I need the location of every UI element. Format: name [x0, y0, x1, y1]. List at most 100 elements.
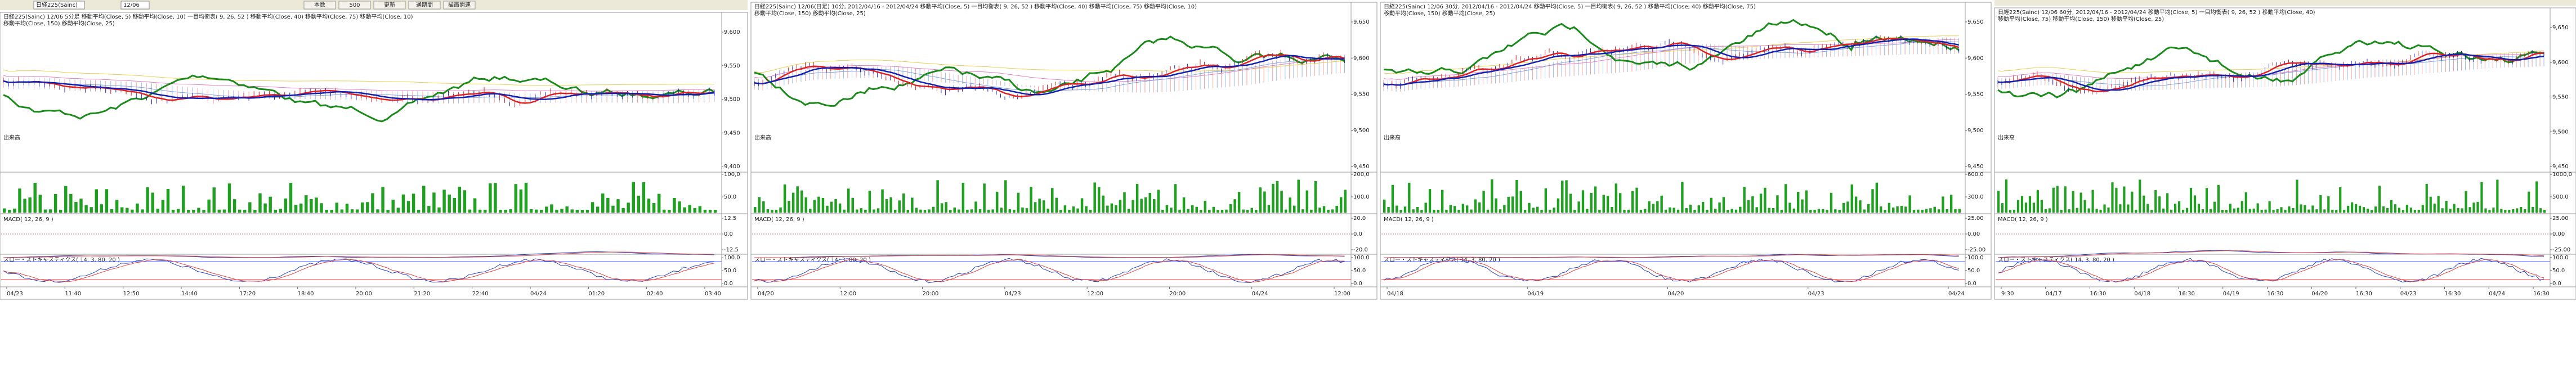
- volume-bar: [1043, 200, 1045, 213]
- volume-bar: [381, 187, 384, 213]
- chart-legend: 移動平均(Close, 75) 移動平均(Close, 150) 移動平均(Cl…: [1998, 15, 2164, 22]
- volume-bar: [1619, 193, 1621, 213]
- chart-legend: 日経225(Sainc) 12/06(日足) 10分, 2012/04/16 -…: [754, 3, 1197, 10]
- x-tick-label: 04/24: [1948, 291, 1965, 297]
- volume-bar: [238, 210, 241, 213]
- volume-bar: [1764, 188, 1766, 213]
- volume-bar: [361, 202, 364, 213]
- volume-bar: [941, 203, 943, 213]
- volume-bar: [1081, 198, 1084, 213]
- volume-bar: [919, 210, 922, 213]
- chart-legend: 日経225(Sainc) 12/06 30分, 2012/04/16 - 201…: [1384, 3, 1756, 10]
- volume-bar: [2210, 209, 2212, 213]
- volume-bar: [2445, 201, 2448, 213]
- volume-bar: [1450, 205, 1452, 213]
- volume-bar: [1714, 209, 1716, 213]
- volume-bar: [1111, 204, 1113, 213]
- volume-bar: [1280, 191, 1283, 213]
- volume-bar: [2484, 208, 2486, 213]
- volume-bar: [606, 198, 609, 213]
- volume-bar: [954, 208, 956, 213]
- volume-bar: [1751, 196, 1754, 213]
- volume-bar: [860, 208, 863, 213]
- volume-bar: [1034, 202, 1037, 213]
- volume-bar: [2276, 209, 2278, 213]
- volume-bar: [2347, 206, 2349, 213]
- volume-bar: [826, 206, 829, 213]
- volume-bar: [2367, 209, 2369, 213]
- volume-bar: [1132, 200, 1134, 213]
- volume-bar: [162, 200, 164, 213]
- volume-bar: [1809, 210, 1812, 213]
- volume-bar: [463, 190, 466, 213]
- volume-bar: [2311, 205, 2314, 213]
- y-tick-label: 1000,0: [2552, 172, 2572, 178]
- volume-bar: [3, 208, 6, 213]
- volume-bar: [1673, 208, 1675, 213]
- volume-bar: [1917, 210, 1919, 213]
- volume-bar: [442, 190, 445, 213]
- volume-bar: [1503, 205, 1505, 213]
- volume-bar: [2107, 208, 2109, 213]
- volume-bar: [1340, 197, 1343, 213]
- x-tick-label: 04/20: [758, 291, 774, 297]
- volume-bar: [1859, 200, 1861, 213]
- volume-bar: [1730, 209, 1733, 213]
- volume-bar: [2115, 188, 2117, 213]
- volume-bar: [1013, 210, 1016, 213]
- volume-bar: [499, 210, 502, 213]
- volume-bar: [2009, 210, 2011, 213]
- volume-bar: [1950, 195, 1952, 213]
- volume-bar: [336, 202, 338, 213]
- volume-bar: [1582, 190, 1584, 213]
- y-tick-label: 9,550: [724, 63, 740, 69]
- volume-bar: [2245, 192, 2247, 213]
- volume-bar: [1470, 209, 1472, 213]
- volume-bar: [1383, 200, 1385, 213]
- volume-bar: [2217, 185, 2220, 213]
- volume-bar: [2123, 187, 2125, 213]
- y-tick-label: 100.0: [724, 255, 740, 261]
- volume-bar: [1603, 195, 1605, 213]
- volume-bar: [2056, 186, 2059, 213]
- volume-bar: [1170, 208, 1173, 213]
- volume-label: 出来高: [754, 134, 771, 141]
- y-tick-label: 9,450: [1967, 164, 1984, 170]
- volume-bar: [279, 209, 282, 213]
- volume-label: 出来高: [1384, 134, 1401, 141]
- x-tick-label: 20:00: [923, 291, 939, 297]
- volume-bar: [1238, 192, 1241, 213]
- volume-bar: [1929, 208, 1931, 213]
- volume-bar: [616, 199, 619, 213]
- volume-bar: [843, 210, 846, 213]
- volume-bar: [1157, 190, 1160, 213]
- toolbar-button-label: 本数: [314, 1, 325, 8]
- volume-bar: [2371, 210, 2373, 213]
- volume-bar: [1102, 196, 1105, 213]
- volume-bar: [2543, 210, 2546, 213]
- volume-bar: [341, 209, 343, 213]
- volume-bar: [39, 195, 42, 213]
- volume-bar: [663, 210, 665, 213]
- volume-bar: [64, 186, 67, 213]
- volume-bar: [263, 204, 266, 213]
- volume-bar: [156, 209, 159, 213]
- volume-bar: [642, 182, 645, 213]
- volume-bar: [1904, 206, 1907, 213]
- volume-bar: [1387, 207, 1389, 213]
- volume-bar: [2457, 208, 2459, 213]
- volume-bar: [2206, 188, 2208, 213]
- volume-bar: [535, 210, 538, 213]
- volume-bar: [1420, 210, 1423, 213]
- volume-bar: [2052, 188, 2055, 213]
- volume-bar: [915, 208, 918, 213]
- volume-bar: [2390, 200, 2392, 213]
- volume-bar: [1884, 210, 1886, 213]
- volume-bar: [2280, 207, 2282, 213]
- volume-bar: [2111, 182, 2113, 213]
- x-tick-label: 16:30: [2445, 291, 2461, 297]
- volume-bar: [2182, 210, 2184, 213]
- volume-bar: [1577, 201, 1580, 213]
- volume-bar: [2135, 210, 2137, 213]
- x-tick-label: 04/23: [2400, 291, 2417, 297]
